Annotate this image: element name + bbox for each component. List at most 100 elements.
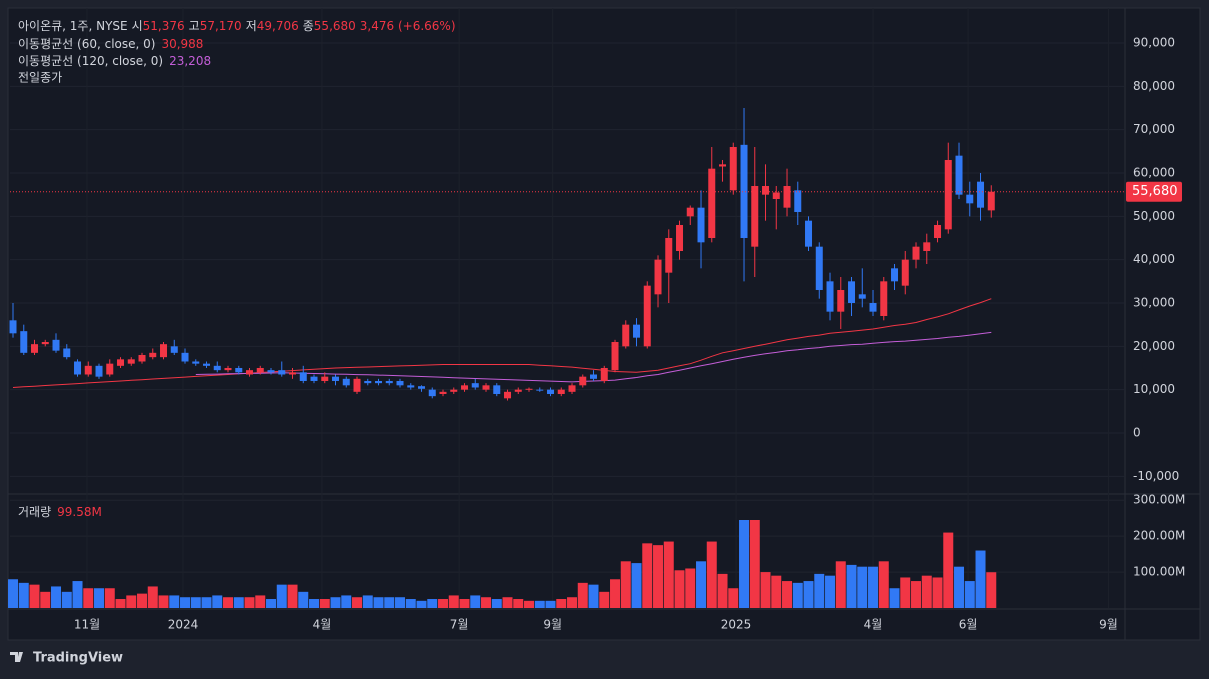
candle-body	[891, 268, 899, 282]
candle-body	[719, 164, 727, 167]
moving-average-line	[195, 331, 992, 383]
volume-bar	[964, 581, 975, 608]
y-tick-label: 60,000	[1133, 166, 1175, 180]
volume-bar	[158, 595, 169, 608]
candle-body	[697, 207, 705, 243]
volume-bar	[889, 588, 900, 608]
volume-bar	[276, 584, 287, 608]
candle-body	[9, 320, 17, 334]
volume-bar	[8, 579, 19, 608]
x-tick-label: 2024	[168, 618, 199, 632]
candle-body	[471, 383, 479, 388]
candle-body	[461, 385, 469, 390]
volume-bar	[201, 597, 212, 608]
volume-bar	[40, 591, 51, 608]
volume-bar	[663, 541, 674, 608]
candle-body	[665, 237, 673, 273]
y-tick-label: 40,000	[1133, 252, 1175, 266]
x-tick-label: 6월	[959, 618, 978, 632]
y-tick-label: 10,000	[1133, 382, 1175, 396]
volume-bar	[309, 599, 320, 608]
volume-tick-label: 100.00M	[1133, 565, 1185, 579]
volume-bar	[825, 575, 836, 608]
volume-bar	[427, 599, 438, 608]
volume-bar	[642, 543, 653, 608]
candle-body	[686, 207, 694, 217]
x-tick-label: 9월	[1099, 618, 1118, 632]
change-value: 3,476 (+6.66%)	[360, 19, 456, 33]
volume-bar	[878, 561, 889, 608]
candle-body	[418, 386, 426, 389]
volume-tick-label: 300.00M	[1133, 493, 1185, 507]
ma-value: 30,988	[161, 37, 203, 51]
volume-bar	[459, 599, 470, 608]
volume-bar	[190, 597, 201, 608]
volume-bar	[588, 584, 599, 608]
y-tick-label: 0	[1133, 425, 1141, 439]
candle-body	[493, 385, 501, 394]
volume-bar	[911, 581, 922, 608]
volume-bar	[502, 597, 513, 608]
candle-body	[923, 242, 931, 251]
candle-body	[170, 346, 178, 353]
brand[interactable]: TradingView	[33, 651, 123, 666]
volume-bar	[739, 519, 750, 608]
y-tick-label: 30,000	[1133, 295, 1175, 309]
volume-bar	[782, 581, 793, 608]
logo-icon[interactable]	[10, 652, 23, 662]
candle-body	[611, 341, 619, 371]
volume-bar	[986, 572, 997, 608]
candle-body	[375, 380, 383, 384]
candle-body	[149, 352, 157, 358]
candle-body	[213, 365, 221, 371]
candle-body	[428, 389, 436, 397]
volume-bar	[416, 600, 427, 608]
candle-body	[966, 194, 974, 204]
volume-bar	[395, 597, 406, 608]
volume-bar	[674, 570, 685, 608]
last-price-label: 55,680	[1132, 184, 1178, 199]
x-tick-label: 9월	[543, 618, 562, 632]
ohlc-value: 55,680	[314, 19, 356, 33]
volume-bar	[481, 597, 492, 608]
candle-body	[364, 380, 372, 384]
y-tick-label: -10,000	[1133, 469, 1179, 483]
candle-body	[912, 246, 920, 260]
volume-bar	[868, 566, 879, 608]
volume-bar	[448, 595, 459, 608]
candle-body	[880, 281, 888, 316]
volume-bar	[556, 599, 567, 608]
candle-body	[858, 294, 866, 299]
volume-bar	[524, 600, 535, 608]
legend-header: 아이온큐, 1주, NYSE 시51,376 고57,170 저49,706 종55,6…	[18, 19, 456, 33]
candle-body	[396, 380, 404, 386]
volume-bar	[373, 597, 384, 608]
logo[interactable]: TradingView	[10, 651, 123, 666]
volume-bar	[653, 545, 664, 608]
candle-body	[52, 339, 60, 351]
candle-body	[783, 186, 791, 208]
candle-body	[633, 324, 641, 338]
volume-bar	[610, 579, 621, 608]
volume-bar	[384, 597, 395, 608]
volume-bar	[405, 599, 416, 608]
volume-bar	[137, 593, 148, 608]
candle-body	[536, 389, 544, 391]
volume-bar	[51, 586, 62, 608]
candle-body	[762, 186, 770, 195]
candle-body	[794, 190, 802, 213]
volume-bar	[792, 582, 803, 608]
candle-body	[740, 144, 748, 238]
ohlc-name: 고	[189, 19, 200, 33]
candle-body	[901, 259, 909, 286]
volume-bar	[900, 577, 911, 608]
y-tick-label: 50,000	[1133, 209, 1175, 223]
volume-bar	[72, 581, 83, 608]
candle-body	[557, 389, 565, 394]
candle-body	[729, 147, 737, 191]
volume-bar	[932, 577, 943, 608]
candle-body	[514, 389, 522, 392]
volume-bar	[760, 572, 771, 608]
candle-body	[138, 354, 146, 362]
candle-body	[987, 191, 995, 211]
